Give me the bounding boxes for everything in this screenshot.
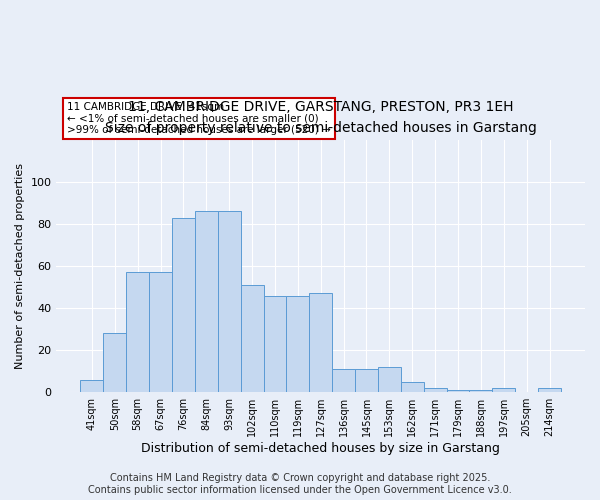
Bar [446, 390, 469, 392]
Bar [126, 272, 149, 392]
Bar [424, 388, 446, 392]
Bar [80, 380, 103, 392]
Bar [149, 272, 172, 392]
Text: 11 CAMBRIDGE DRIVE: 41sqm
← <1% of semi-detached houses are smaller (0)
>99% of : 11 CAMBRIDGE DRIVE: 41sqm ← <1% of semi-… [67, 102, 331, 135]
Bar [401, 382, 424, 392]
X-axis label: Distribution of semi-detached houses by size in Garstang: Distribution of semi-detached houses by … [141, 442, 500, 455]
Bar [469, 390, 493, 392]
Text: Contains HM Land Registry data © Crown copyright and database right 2025.
Contai: Contains HM Land Registry data © Crown c… [88, 474, 512, 495]
Bar [309, 294, 332, 392]
Bar [103, 334, 126, 392]
Y-axis label: Number of semi-detached properties: Number of semi-detached properties [15, 163, 25, 369]
Title: 11, CAMBRIDGE DRIVE, GARSTANG, PRESTON, PR3 1EH
Size of property relative to sem: 11, CAMBRIDGE DRIVE, GARSTANG, PRESTON, … [105, 100, 536, 134]
Bar [538, 388, 561, 392]
Bar [286, 296, 309, 392]
Bar [195, 212, 218, 392]
Bar [493, 388, 515, 392]
Bar [218, 212, 241, 392]
Bar [355, 369, 378, 392]
Bar [263, 296, 286, 392]
Bar [378, 367, 401, 392]
Bar [172, 218, 195, 392]
Bar [332, 369, 355, 392]
Bar [241, 285, 263, 392]
